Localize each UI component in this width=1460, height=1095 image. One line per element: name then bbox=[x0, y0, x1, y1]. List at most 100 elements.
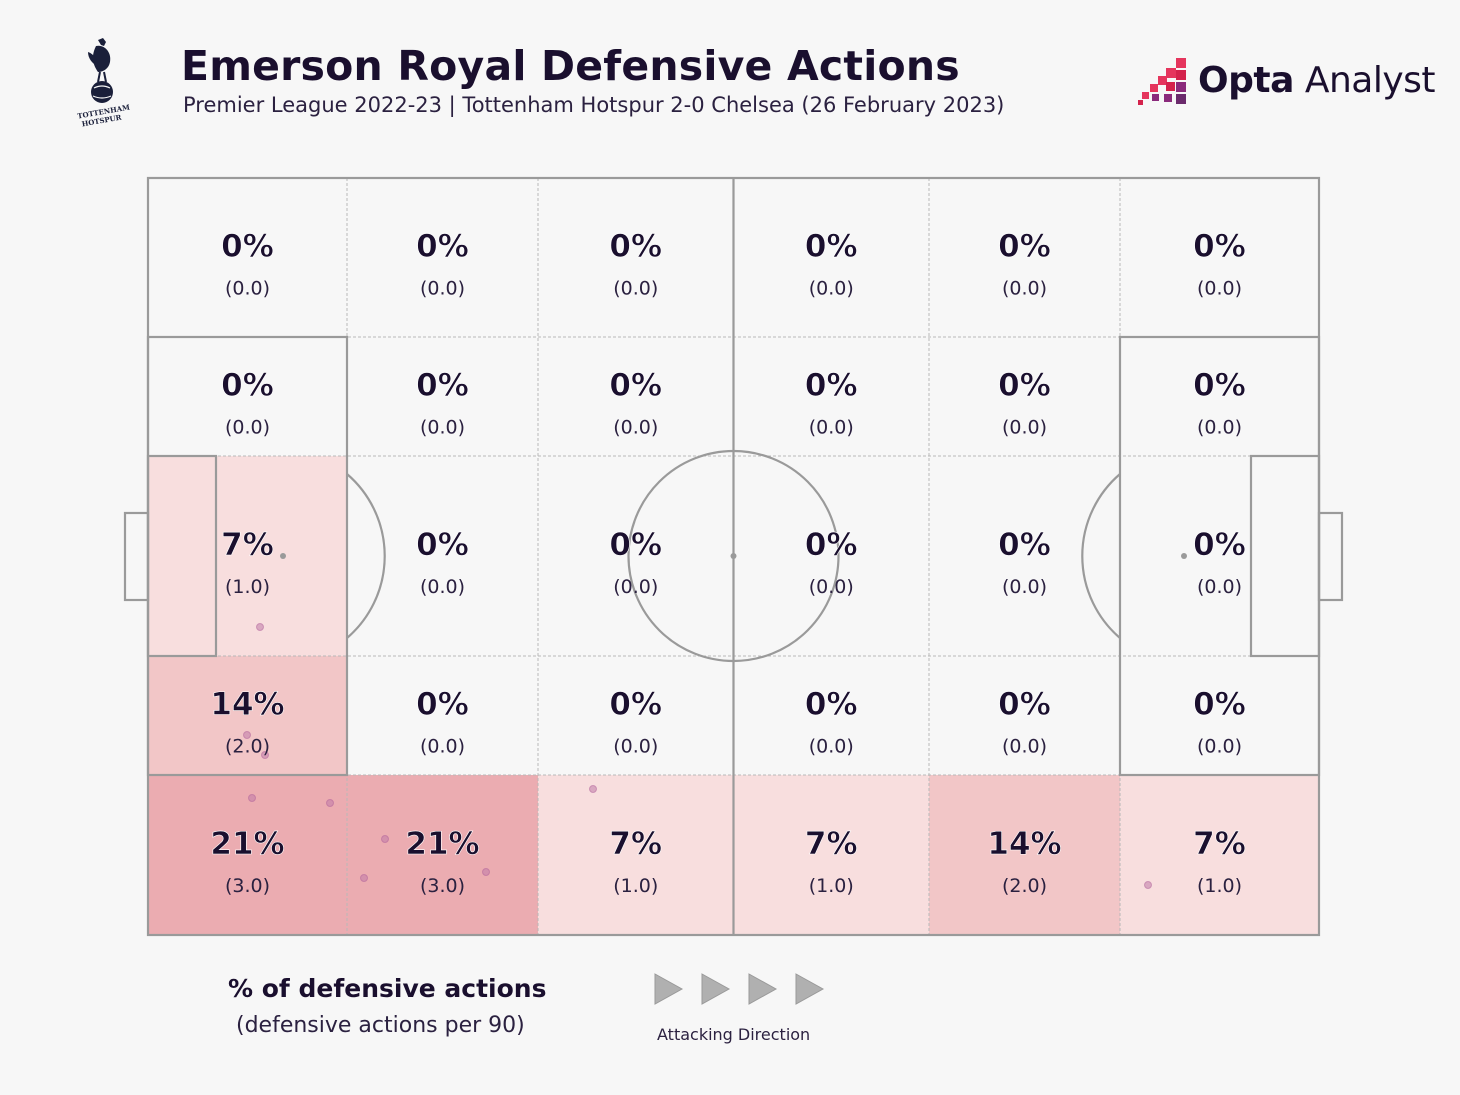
page-title: Emerson Royal Defensive Actions bbox=[181, 42, 960, 90]
zone-cell bbox=[347, 337, 538, 456]
zone-per90: (0.0) bbox=[420, 417, 465, 439]
event-dot bbox=[261, 751, 269, 759]
zone-percentage: 7% bbox=[1193, 826, 1246, 862]
zone-percentage: 0% bbox=[1193, 229, 1246, 265]
zone-percentage: 0% bbox=[805, 229, 858, 265]
zone-cell bbox=[733, 775, 929, 935]
zone-percentage: 21% bbox=[405, 826, 479, 862]
right-goal bbox=[1317, 511, 1344, 602]
zone-cell bbox=[1120, 337, 1319, 456]
zone-percentage: 7% bbox=[609, 826, 662, 862]
pitch-spots bbox=[280, 553, 1187, 559]
zone-percentage: 0% bbox=[416, 527, 469, 563]
zone-cell bbox=[538, 656, 734, 775]
centre-circle bbox=[627, 449, 840, 663]
zone-per90: (0.0) bbox=[809, 278, 854, 300]
zone-per90: (1.0) bbox=[809, 875, 854, 897]
event-dots bbox=[243, 623, 1152, 889]
zone-percentage: 7% bbox=[805, 826, 858, 862]
zone-per90: (2.0) bbox=[225, 736, 270, 758]
zone-labels: 0% (0.0) 0% (0.0) 0% (0.0) 0% (0.0) 0% (0.0) 0% (0.… bbox=[210, 228, 1246, 897]
zone-cell bbox=[148, 337, 347, 456]
left-goal bbox=[123, 511, 150, 602]
zone-cell bbox=[538, 775, 734, 935]
zone-per90: (0.0) bbox=[1197, 576, 1242, 598]
zone-per90: (0.0) bbox=[225, 278, 270, 300]
zone-percentage: 14% bbox=[987, 826, 1061, 862]
zone-per90: (2.0) bbox=[1002, 875, 1047, 897]
event-dot bbox=[248, 794, 256, 802]
event-dot bbox=[243, 731, 251, 739]
zone-cell bbox=[733, 656, 929, 775]
zone-cell bbox=[347, 775, 538, 935]
legend-subtitle: (defensive actions per 90) bbox=[236, 1013, 525, 1038]
zone-per90: (0.0) bbox=[809, 417, 854, 439]
zone-cell bbox=[1120, 178, 1319, 337]
event-dot bbox=[589, 785, 597, 793]
event-dot bbox=[381, 835, 389, 843]
zone-cell bbox=[733, 456, 929, 656]
zone-cell bbox=[1120, 656, 1319, 775]
zone-cell bbox=[538, 456, 734, 656]
zone-per90: (0.0) bbox=[1197, 736, 1242, 758]
left-penalty-arc bbox=[346, 473, 386, 639]
event-dot bbox=[326, 799, 334, 807]
zone-percentage: 0% bbox=[416, 687, 469, 723]
zone-cell bbox=[347, 656, 538, 775]
brand-name-bold: Opta bbox=[1198, 60, 1294, 101]
event-dot bbox=[482, 868, 490, 876]
zone-per90: (3.0) bbox=[420, 875, 465, 897]
club-crest-logo: TOTTENHAM HOTSPUR bbox=[77, 38, 131, 128]
zone-cell bbox=[538, 178, 734, 337]
zone-percentage: 0% bbox=[1193, 527, 1246, 563]
zone-cell bbox=[347, 178, 538, 337]
zone-per90: (0.0) bbox=[1002, 736, 1047, 758]
legend-title: % of defensive actions bbox=[228, 974, 547, 1003]
zone-percentage: 0% bbox=[609, 229, 662, 265]
zone-cell bbox=[929, 656, 1120, 775]
zone-per90: (0.0) bbox=[225, 417, 270, 439]
zone-percentage: 21% bbox=[210, 826, 284, 862]
opta-analyst-logo: Opta Analyst bbox=[1136, 56, 1436, 112]
zone-per90: (0.0) bbox=[1197, 278, 1242, 300]
event-dot bbox=[256, 623, 264, 631]
right-penalty-spot bbox=[1181, 553, 1187, 559]
zone-percentage: 0% bbox=[609, 527, 662, 563]
direction-arrow-icon bbox=[701, 973, 731, 1005]
direction-arrow-icon bbox=[748, 973, 778, 1005]
zone-per90: (0.0) bbox=[613, 278, 658, 300]
zone-cell bbox=[929, 178, 1120, 337]
zone-per90: (0.0) bbox=[1002, 417, 1047, 439]
zone-percentage: 0% bbox=[805, 368, 858, 404]
zone-cell bbox=[347, 456, 538, 656]
event-dot bbox=[1144, 881, 1152, 889]
zone-percentage: 0% bbox=[1193, 368, 1246, 404]
opta-logo-icon bbox=[1138, 58, 1186, 105]
zone-fills bbox=[148, 178, 1319, 935]
zone-per90: (1.0) bbox=[1197, 875, 1242, 897]
event-dot bbox=[360, 874, 368, 882]
zone-percentage: 0% bbox=[221, 229, 274, 265]
zone-percentage: 0% bbox=[416, 368, 469, 404]
right-penalty-arc bbox=[1081, 473, 1121, 639]
zone-cell bbox=[148, 456, 347, 656]
zone-percentage: 0% bbox=[998, 687, 1051, 723]
left-penalty-spot bbox=[280, 553, 286, 559]
zone-per90: (0.0) bbox=[1002, 278, 1047, 300]
zone-percentage: 0% bbox=[998, 229, 1051, 265]
zone-per90: (0.0) bbox=[1197, 417, 1242, 439]
zone-cell bbox=[148, 178, 347, 337]
zone-per90: (0.0) bbox=[420, 278, 465, 300]
zone-cell bbox=[1120, 456, 1319, 656]
zone-percentage: 0% bbox=[416, 229, 469, 265]
zone-per90: (0.0) bbox=[420, 736, 465, 758]
zone-per90: (0.0) bbox=[613, 736, 658, 758]
zone-cell bbox=[148, 656, 347, 775]
zone-per90: (0.0) bbox=[613, 417, 658, 439]
zone-cell bbox=[733, 178, 929, 337]
centre-spot bbox=[730, 553, 737, 559]
zone-per90: (1.0) bbox=[225, 576, 270, 598]
zone-cell bbox=[148, 775, 347, 935]
zone-percentage: 0% bbox=[609, 368, 662, 404]
